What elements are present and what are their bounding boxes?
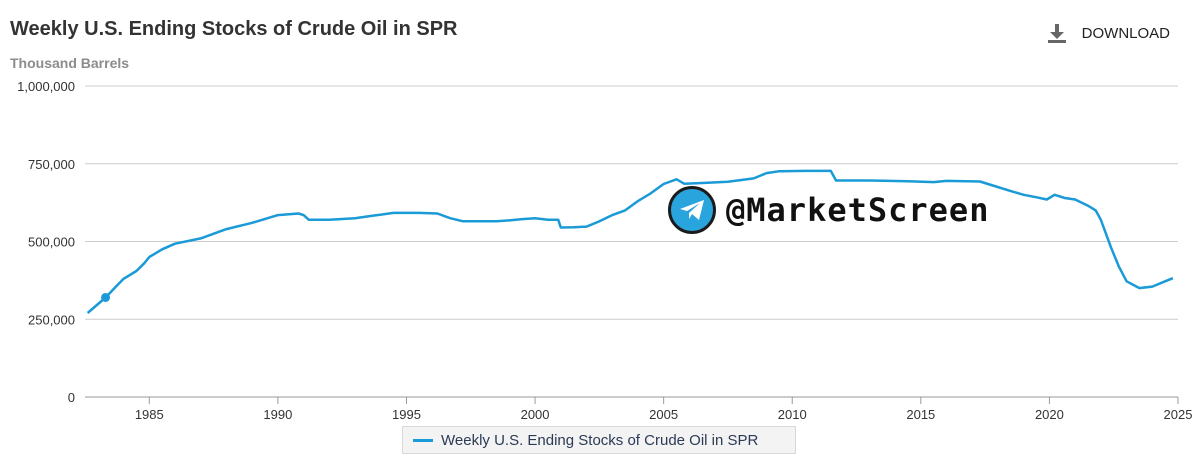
x-tick-label: 1990	[263, 407, 292, 422]
data-point-marker	[101, 292, 111, 302]
x-tick-label: 1985	[135, 407, 164, 422]
download-button[interactable]: DOWNLOAD	[1046, 22, 1170, 44]
y-tick-label: 500,000	[28, 235, 75, 250]
legend-item[interactable]: Weekly U.S. Ending Stocks of Crude Oil i…	[402, 426, 796, 454]
y-tick-label: 1,000,000	[17, 79, 75, 94]
watermark: @MarketScreen	[668, 186, 989, 234]
x-tick-label: 2020	[1035, 407, 1064, 422]
download-label: DOWNLOAD	[1081, 24, 1170, 42]
watermark-text: @MarketScreen	[726, 191, 990, 229]
series-line	[86, 169, 1174, 314]
y-tick-label: 0	[68, 390, 75, 405]
x-tick-label: 2005	[649, 407, 678, 422]
y-tick-label: 750,000	[28, 157, 75, 172]
legend-swatch	[413, 438, 433, 442]
telegram-icon	[668, 186, 716, 234]
y-tick-label: 250,000	[28, 312, 75, 327]
x-tick-label: 1995	[392, 407, 421, 422]
x-tick-label: 2025	[1164, 407, 1193, 422]
x-tick-label: 2000	[521, 407, 550, 422]
chart-title: Weekly U.S. Ending Stocks of Crude Oil i…	[10, 18, 458, 40]
legend-label: Weekly U.S. Ending Stocks of Crude Oil i…	[441, 431, 759, 449]
x-tick-label: 2015	[906, 407, 935, 422]
chart-subtitle: Thousand Barrels	[10, 55, 130, 71]
x-tick-label: 2010	[778, 407, 807, 422]
download-icon	[1046, 22, 1068, 44]
